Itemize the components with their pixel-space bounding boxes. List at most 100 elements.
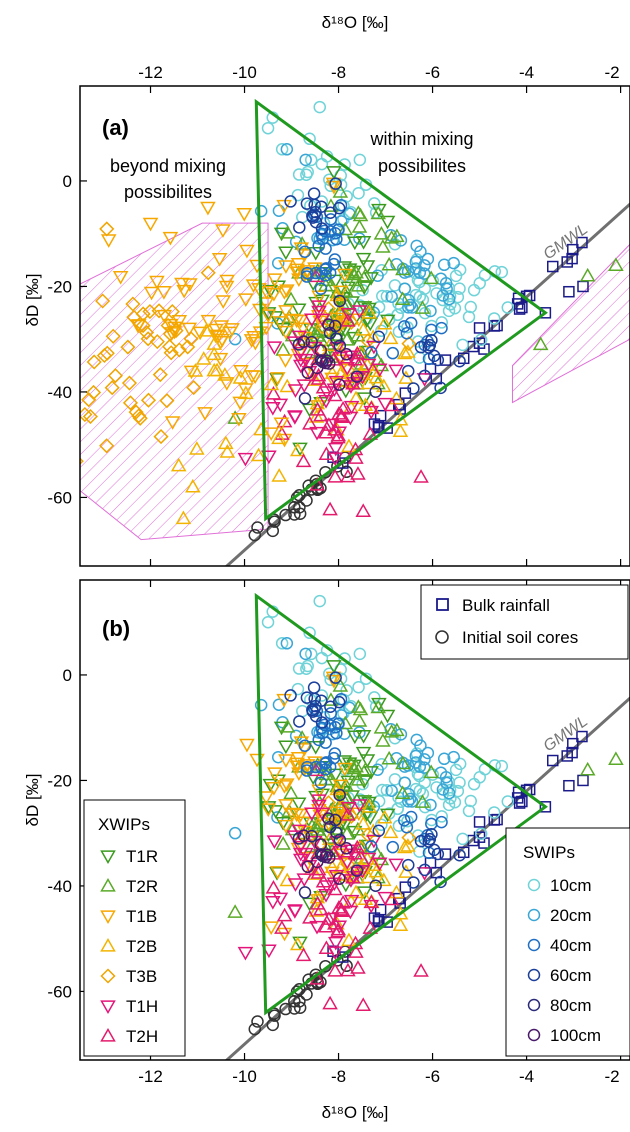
point-40cm [315,227,329,241]
point-60cm [300,197,314,210]
point-10cm [464,794,477,808]
point-T2B [309,889,326,904]
point-T2B [187,363,204,377]
legend-label-T2R: T2R [126,877,158,896]
point-T2B [361,799,378,813]
point-T1R [344,790,360,804]
point-20cm [409,255,423,269]
point-T1R [307,741,324,755]
point-T1B [213,320,230,334]
point-40cm [312,733,325,747]
point-T2H [265,880,282,894]
point-20cm [271,750,285,764]
point-bulk [567,737,579,750]
point-T1H [309,426,325,441]
point-60cm [284,195,297,208]
point-60cm [414,340,428,354]
point-T1B [277,354,294,368]
point-T2B [382,330,399,345]
point-T1R [340,775,356,790]
point-T3B [168,323,184,339]
point-T1B [269,866,286,880]
point-10cm [376,783,389,797]
point-T2H [339,312,356,327]
panel-b-plot-area [224,592,630,1060]
point-T1B [284,807,301,822]
point-T1R [356,886,373,900]
point-T2R [395,261,411,276]
point-initial [300,988,313,1001]
point-T1R [340,281,356,296]
point-10cm [313,100,326,114]
point-T1H [351,305,368,319]
point-T2B [175,510,192,525]
point-T1H [303,313,320,328]
point-T1B [289,263,305,278]
x-tick-label: -10 [232,63,257,82]
point-60cm [307,681,321,694]
point-80cm [369,385,382,398]
point-T2R [579,761,596,776]
point-T2H [310,865,327,879]
point-bulk [576,236,588,249]
point-T1B [266,767,283,782]
point-T1B [260,803,277,818]
point-T3B [343,808,359,824]
point-T1R [355,252,372,267]
point-10cm [467,283,481,297]
point-T2H [362,426,379,440]
point-T1H [318,888,334,903]
point-T1B [289,760,305,775]
point-T2B [289,442,306,457]
point-80cm [369,879,382,892]
beyond-mixing-region [80,222,269,541]
point-bulk [516,301,528,314]
point-T2B [392,917,409,931]
point-T2H [322,501,338,516]
point-80cm [350,864,364,877]
point-T2R [375,733,391,747]
point-10cm [344,205,357,219]
legend-marker-100cm [527,1028,541,1042]
point-T1R [301,897,318,912]
point-bulk [488,320,501,332]
point-bulk [516,795,528,808]
point-10cm [430,781,443,794]
point-T1B [276,927,293,942]
point-T2B [308,409,325,423]
point-T3B [81,392,97,408]
point-T1H [303,807,320,822]
point-T2B [189,441,205,455]
point-T2H [327,916,343,930]
point-T1R [355,746,372,761]
point-T3B [334,799,350,815]
point-T1B [276,286,293,300]
point-T2H [315,873,332,888]
point-40cm [398,814,411,827]
point-T2H [333,903,350,918]
point-T2B [355,815,372,830]
point-T1R [292,936,308,951]
point-T1B [237,383,254,397]
point-T2B [357,891,374,905]
x-tick-label: -12 [138,63,163,82]
point-10cm [449,763,463,777]
point-20cm [403,792,417,806]
point-T1B [278,260,294,274]
point-60cm [453,354,466,368]
point-60cm [329,177,342,190]
point-T2R [275,836,291,850]
point-T2R [283,291,299,306]
point-bulk [368,418,381,430]
point-T1B [149,275,165,290]
point-initial [248,528,262,542]
point-initial [300,494,313,507]
beyond-mixing-region-right [511,243,630,404]
point-T1R [307,247,324,261]
point-10cm [375,818,388,832]
point-60cm [307,187,321,200]
point-10cm [352,680,365,694]
point-T2B [376,315,393,330]
point-T2B [376,809,393,824]
point-10cm [376,289,389,303]
